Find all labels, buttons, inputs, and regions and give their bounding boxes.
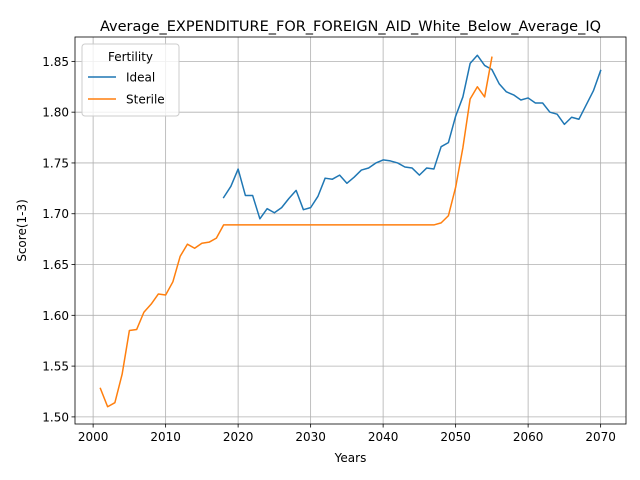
legend-title: Fertility (108, 50, 153, 64)
legend-label-sterile: Sterile (126, 93, 165, 107)
legend-label-ideal: Ideal (126, 71, 155, 85)
y-tick-label: 1.80 (42, 106, 69, 120)
series-line-ideal (222, 54, 602, 220)
x-tick-label: 2010 (150, 430, 181, 444)
y-tick-label: 1.85 (42, 55, 69, 69)
grid (75, 37, 626, 424)
legend-box (81, 43, 180, 117)
legend: Fertility Ideal Sterile (81, 43, 180, 117)
chart-title: Average_EXPENDITURE_FOR_FOREIGN_AID_Whit… (100, 19, 601, 35)
y-tick-label: 1.60 (42, 309, 69, 323)
x-tick-label: 2060 (513, 430, 544, 444)
x-tick-label: 2000 (78, 430, 109, 444)
y-tick-label: 1.50 (42, 410, 69, 424)
y-tick-label: 1.65 (42, 258, 69, 272)
x-tick-label: 2040 (368, 430, 399, 444)
x-axis-label: Years (334, 451, 367, 465)
x-tick-label: 2070 (585, 430, 616, 444)
x-axis-ticks: 2000 2010 2020 2030 2040 2050 2060 2070 (78, 424, 616, 444)
x-tick-label: 2050 (440, 430, 471, 444)
y-tick-label: 1.75 (42, 156, 69, 170)
x-tick-label: 2030 (295, 430, 326, 444)
series-lines (99, 54, 602, 408)
x-tick-label: 2020 (223, 430, 254, 444)
y-axis-ticks: 1.50 1.55 1.60 1.65 1.70 1.75 1.80 1.85 (42, 55, 75, 424)
series-line-sterile (99, 56, 493, 408)
y-tick-label: 1.70 (42, 207, 69, 221)
y-tick-label: 1.55 (42, 360, 69, 374)
y-axis-label: Score(1-3) (15, 199, 29, 262)
plot-frame (74, 36, 627, 425)
